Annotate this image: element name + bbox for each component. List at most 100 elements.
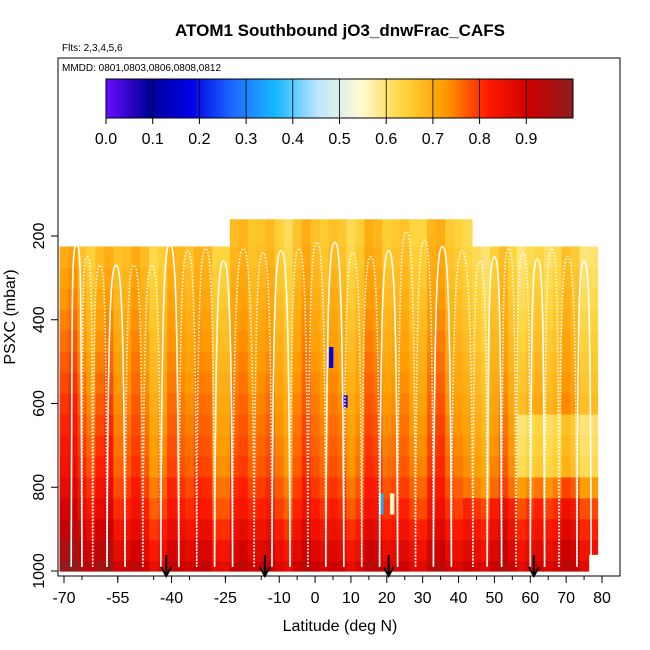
flight-profile <box>378 249 399 567</box>
heatmap-cell <box>373 267 383 289</box>
heatmap-cell <box>59 288 70 310</box>
flight-profile <box>576 260 592 567</box>
heatmap-cell <box>498 246 509 269</box>
heatmap-cell <box>292 539 303 562</box>
heatmap-cell <box>131 539 141 562</box>
heatmap-cell <box>346 351 357 373</box>
heatmap-cell <box>364 413 374 436</box>
heatmap-cell <box>436 518 446 541</box>
heatmap-cell <box>256 393 267 415</box>
heatmap-cell <box>131 330 141 352</box>
heatmap-cell <box>229 434 240 457</box>
heatmap-cell <box>301 539 312 562</box>
heatmap-cell <box>516 330 527 352</box>
heatmap-cell <box>131 455 141 478</box>
heatmap-cell <box>202 518 213 541</box>
heatmap-cell <box>68 351 79 373</box>
heatmap-cell <box>256 413 267 436</box>
flight-profile <box>307 241 327 567</box>
heatmap-cell <box>301 267 312 289</box>
heatmap-cell <box>319 246 330 269</box>
flight-profile <box>450 249 474 567</box>
heatmap-cell <box>292 351 303 373</box>
heatmap-cell <box>131 267 141 289</box>
heatmap-cell <box>579 246 590 269</box>
heatmap-cell <box>95 539 105 562</box>
heatmap-cell <box>238 497 249 520</box>
heatmap-cell <box>373 539 383 562</box>
heatmap-cell <box>122 455 132 478</box>
heatmap-cell <box>283 455 294 478</box>
heatmap-cell <box>211 455 222 478</box>
heatmap-cell <box>113 393 123 415</box>
heatmap-cell <box>507 497 518 520</box>
heatmap-cell <box>167 246 177 269</box>
heatmap-cell <box>400 560 410 572</box>
heatmap-cell <box>427 497 437 520</box>
heatmap-cell <box>436 330 446 352</box>
heatmap-cell <box>185 309 195 331</box>
heatmap-cell <box>68 539 79 562</box>
heatmap-cell <box>238 309 249 331</box>
heatmap-cell <box>418 497 428 520</box>
heatmap-cell <box>310 330 321 352</box>
heatmap-cell <box>552 372 563 394</box>
heatmap-cell <box>59 518 70 541</box>
heatmap-cell <box>507 309 518 331</box>
heatmap-cell <box>463 309 473 331</box>
heatmap-cell <box>113 434 123 457</box>
heatmap-cell <box>516 476 527 499</box>
heatmap-cell <box>382 560 392 572</box>
heatmap-cell <box>346 372 357 394</box>
heatmap-cell <box>68 393 79 415</box>
x-axis: -70 -55 -40 -25 -10 0 10 20 30 40 50 60 70 80 <box>52 576 611 607</box>
heatmap-cell <box>95 393 105 415</box>
heatmap-cell <box>346 434 357 457</box>
heatmap-cell <box>480 434 491 457</box>
flight-profiles <box>70 230 592 567</box>
heatmap-cell <box>220 518 231 541</box>
heatmap-cell <box>543 518 554 541</box>
heatmap-cell <box>256 497 267 520</box>
heatmap-cell <box>552 518 563 541</box>
heatmap-cell <box>140 434 150 457</box>
heatmap-cell <box>247 497 258 520</box>
heatmap-cell <box>229 476 240 499</box>
heatmap-cell <box>59 309 70 331</box>
descent-markers <box>160 555 540 579</box>
heatmap-cell <box>337 560 348 572</box>
heatmap-cell <box>185 267 195 289</box>
flight-profile <box>271 249 291 567</box>
heatmap-cell <box>292 497 303 520</box>
heatmap-cell <box>561 351 572 373</box>
heatmap-cell <box>95 246 105 269</box>
heatmap <box>59 219 599 572</box>
heatmap-cell <box>310 518 321 541</box>
heatmap-cell <box>95 560 105 572</box>
heatmap-cell <box>283 476 294 499</box>
heatmap-cell <box>346 288 357 310</box>
heatmap-cell <box>427 413 437 436</box>
heatmap-cell <box>489 539 500 562</box>
heatmap-cell <box>454 434 464 457</box>
heatmap-cell <box>328 434 339 457</box>
heatmap-cell <box>113 413 123 436</box>
heatmap-cell <box>301 455 312 478</box>
heatmap-cell <box>588 413 599 436</box>
heatmap-cell <box>579 434 590 457</box>
heatmap-cell <box>463 288 473 310</box>
heatmap-cell <box>167 539 177 562</box>
heatmap-cell <box>507 288 518 310</box>
heatmap-cell <box>283 246 294 269</box>
heatmap-cell <box>355 434 365 457</box>
x-tick-label: 60 <box>521 590 539 607</box>
heatmap-cell <box>310 539 321 562</box>
heatmap-cell <box>113 497 123 520</box>
heatmap-cell <box>167 372 177 394</box>
heatmap-cell <box>256 219 267 237</box>
heatmap-cell <box>95 351 105 373</box>
heatmap-cell <box>301 288 312 310</box>
heatmap-cell <box>202 455 213 478</box>
heatmap-cell <box>59 413 70 436</box>
heatmap-cell <box>194 455 204 478</box>
